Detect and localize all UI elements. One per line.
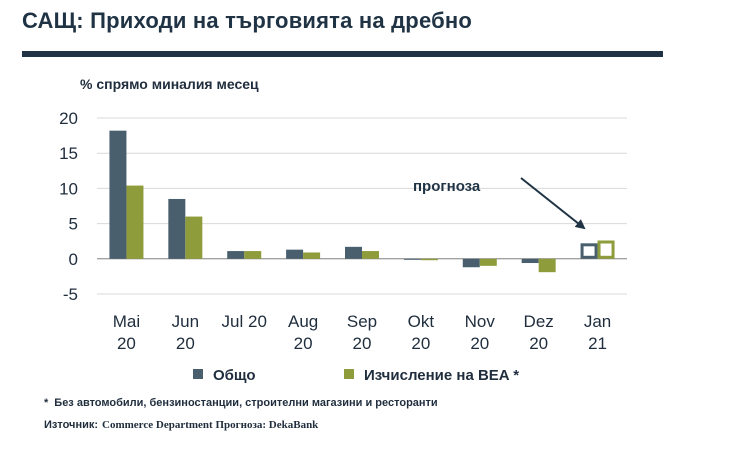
bar-bea bbox=[303, 252, 321, 259]
x-tick-label: Sep bbox=[347, 312, 377, 331]
bar-total bbox=[462, 258, 480, 268]
bar-total bbox=[403, 258, 421, 260]
x-tick-label-line2: 20 bbox=[353, 334, 372, 353]
bar-total bbox=[345, 246, 362, 259]
legend-total-label: Общо bbox=[213, 367, 256, 384]
source-label: Източник: bbox=[44, 419, 99, 431]
x-tick-label-line2: 20 bbox=[294, 334, 313, 353]
bar-total bbox=[227, 251, 245, 259]
bars-layer bbox=[109, 130, 615, 273]
bar-bea bbox=[538, 258, 556, 273]
x-tick-label: Jun bbox=[172, 312, 199, 331]
footnote: * Без автомобили, бензиностанции, строите… bbox=[44, 397, 438, 409]
x-tick-label-line2: 20 bbox=[117, 334, 136, 353]
y-tick-label: 0 bbox=[69, 250, 78, 269]
source-text: Commerce Department Прогноза: DekaBank bbox=[102, 419, 319, 431]
footnote-marker: * bbox=[44, 397, 49, 409]
x-tick-label-line2: 20 bbox=[470, 334, 489, 353]
legend-total-swatch bbox=[193, 369, 203, 379]
x-tick-label: Jul 20 bbox=[222, 312, 267, 331]
bar-total bbox=[109, 130, 127, 259]
source-line: Източник: Commerce Department Прогноза: D… bbox=[44, 419, 322, 431]
y-tick-label: 15 bbox=[59, 144, 78, 163]
x-tick-label-line2: 20 bbox=[529, 334, 548, 353]
bar-bea bbox=[244, 251, 262, 259]
x-tick-label: Nov bbox=[465, 312, 496, 331]
bar-bea bbox=[420, 258, 438, 261]
bar-bea bbox=[185, 216, 203, 259]
y-tick-label: -5 bbox=[63, 285, 78, 304]
bar-bea bbox=[479, 258, 497, 266]
bar-forecast-bea bbox=[597, 240, 615, 259]
footnote-text: Без автомобили, бензиностанции, строител… bbox=[54, 397, 438, 409]
x-tick-label: Jan bbox=[584, 312, 611, 331]
y-tick-label: 5 bbox=[69, 215, 78, 234]
y-tick-label: 10 bbox=[59, 179, 78, 198]
x-tick-label-line2: 20 bbox=[411, 334, 430, 353]
bar-forecast-total bbox=[580, 243, 598, 259]
legend-bea-swatch bbox=[344, 369, 354, 379]
bar-bea bbox=[362, 251, 379, 259]
x-tick-label-line2: 20 bbox=[176, 334, 195, 353]
bar-total bbox=[168, 198, 186, 259]
x-tick-label: Aug bbox=[288, 312, 318, 331]
x-tick-label-line2: 21 bbox=[588, 334, 607, 353]
x-tick-label: Mai bbox=[113, 312, 140, 331]
legend-bea-label: Изчисление на BEA * bbox=[364, 367, 519, 384]
bar-bea bbox=[126, 185, 144, 259]
bar-total bbox=[521, 258, 539, 264]
chart-title: САЩ: Приходи на търговията на дребно bbox=[22, 8, 473, 33]
x-tick-label: Dez bbox=[524, 312, 554, 331]
forecast-arrow bbox=[520, 177, 586, 230]
title-rule bbox=[22, 51, 663, 57]
y-axis-label: % спрямо миналия месец bbox=[80, 76, 259, 92]
labels-layer: % спрямо миналия месец 20 15 10 5 0 -5 Mai 20 Jun… bbox=[59, 76, 611, 384]
x-tick-label: Okt bbox=[408, 312, 435, 331]
y-tick-label: 20 bbox=[59, 109, 78, 128]
forecast-annotation: прогноза bbox=[413, 178, 481, 195]
bar-total bbox=[286, 249, 304, 259]
